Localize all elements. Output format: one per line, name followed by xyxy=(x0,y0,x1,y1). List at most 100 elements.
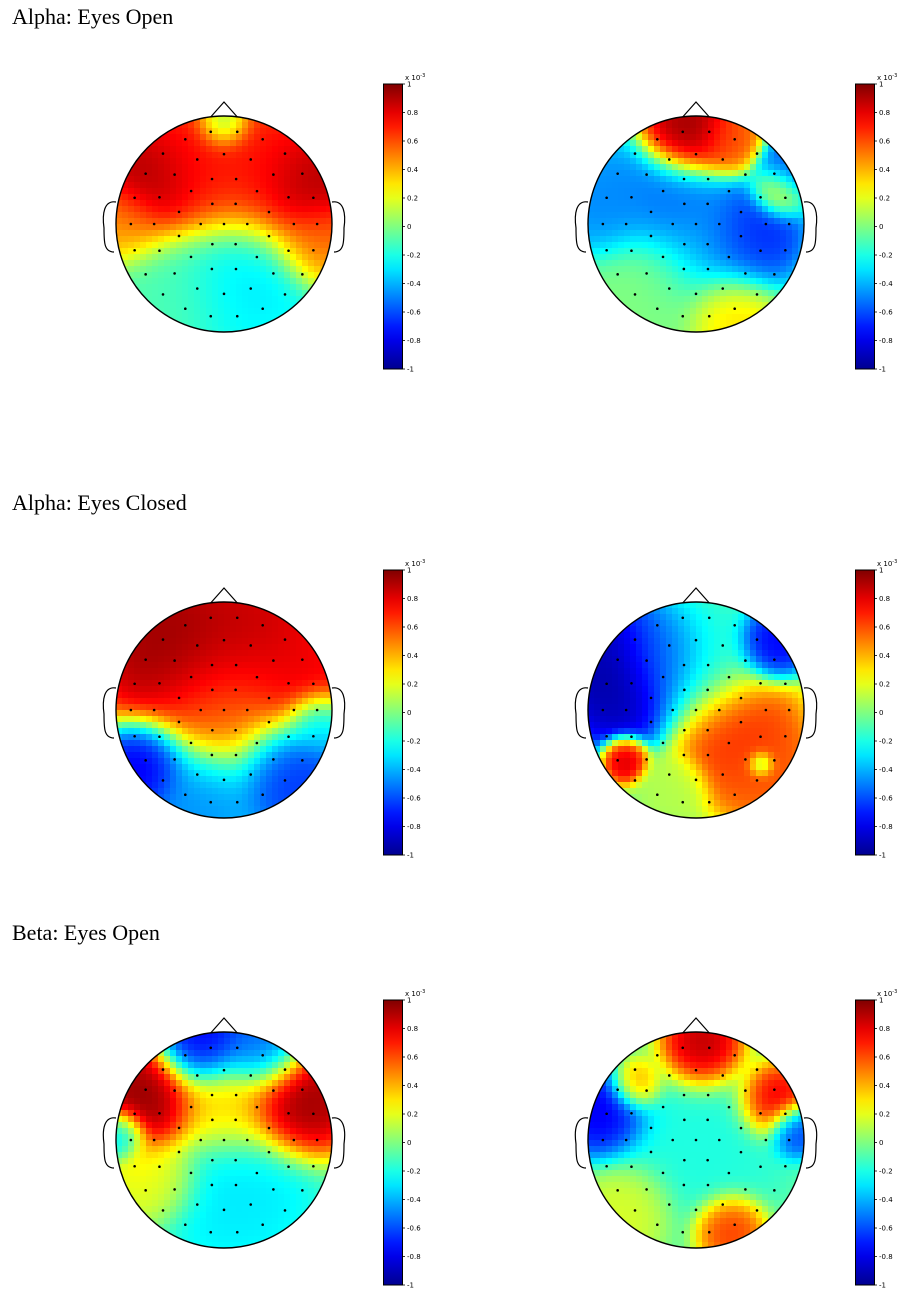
electrode-dot xyxy=(706,663,710,667)
colorbar-tick-label: -0.8 xyxy=(879,337,893,345)
electrode-dot xyxy=(706,202,709,206)
electrode-dot xyxy=(161,1068,165,1071)
electrode-dot xyxy=(234,1183,238,1187)
electrode-dot xyxy=(759,735,762,739)
electrode-dot xyxy=(312,196,315,200)
electrode-dot xyxy=(301,1088,304,1091)
electrode-dot xyxy=(267,1150,271,1154)
electrode-dot xyxy=(189,741,193,745)
colorbar-tick-label: 1 xyxy=(879,997,883,1005)
electrode-dot xyxy=(272,272,275,275)
colorbar-tick-label: -0.8 xyxy=(879,1253,893,1261)
colorbar-1-1: x 10-31 0.8 0.6 0.4 0.2 0 -0.2 -0.4 -0.6 -0.8 -1 xyxy=(855,559,897,860)
electrode-dot xyxy=(671,222,675,226)
electrode-dot xyxy=(144,658,147,661)
colorbar-tick-label: 0.8 xyxy=(879,109,890,117)
electrode-dot xyxy=(173,272,176,275)
electrode-dot xyxy=(255,1105,259,1109)
electrode-dot xyxy=(633,638,637,641)
colorbar-2-1: x 10-31 0.8 0.6 0.4 0.2 0 -0.2 -0.4 -0.6 -0.8 -1 xyxy=(855,989,897,1290)
electrode-dot xyxy=(739,210,743,214)
left-ear-shape xyxy=(102,1117,117,1169)
colorbar-tick-label: -0.8 xyxy=(879,823,893,831)
electrode-dot xyxy=(211,728,214,732)
electrode-dot xyxy=(739,1150,743,1154)
colorbar-tick-label: 0.2 xyxy=(879,195,890,203)
section-title-alpha-eyes-closed: Alpha: Eyes Closed xyxy=(12,490,187,515)
electrode-dot xyxy=(681,130,685,134)
colorbar-tick-label: 0 xyxy=(407,223,411,231)
colorbar-1-0: x 10-31 0.8 0.6 0.4 0.2 0 -0.2 -0.4 -0.6 -0.8 -1 xyxy=(383,559,425,860)
electrode-dot xyxy=(601,1138,605,1142)
electrode-dot xyxy=(744,272,747,275)
electrode-dot xyxy=(235,130,239,134)
section-title-beta-eyes-open: Beta: Eyes Open xyxy=(12,920,160,945)
electrode-dot xyxy=(129,222,133,226)
electrode-dot xyxy=(661,1171,665,1175)
electrode-dot xyxy=(764,1138,768,1142)
electrode-dot xyxy=(261,793,264,797)
electrode-dot xyxy=(649,1150,653,1154)
electrode-dot xyxy=(683,202,686,206)
electrode-dot xyxy=(784,248,787,252)
electrode-dot xyxy=(234,1118,237,1122)
electrode-dot xyxy=(656,793,659,797)
electrode-dot xyxy=(133,196,136,200)
electrode-dot xyxy=(733,1053,736,1057)
electrode-dot xyxy=(661,1105,665,1109)
electrode-dot xyxy=(683,728,686,732)
electrode-dot xyxy=(682,1093,686,1097)
electrode-dot xyxy=(189,1105,193,1109)
electrode-dot xyxy=(267,210,271,214)
electrode-dot xyxy=(605,1164,608,1168)
colorbar-tick-label: -0.2 xyxy=(879,1168,893,1176)
electrode-dot xyxy=(255,741,259,745)
electrode-dot xyxy=(144,1189,147,1192)
electrode-dot xyxy=(706,177,710,181)
right-ear-shape xyxy=(803,201,818,253)
electrode-dot xyxy=(195,1203,199,1206)
electrode-dot xyxy=(661,255,665,259)
nose-shape xyxy=(679,1017,713,1037)
electrode-dot xyxy=(301,759,304,762)
electrode-dot xyxy=(161,1209,165,1212)
electrode-dot xyxy=(177,720,181,724)
electrode-dot xyxy=(649,696,653,700)
topomap-2-0 xyxy=(102,1017,346,1249)
electrode-dot xyxy=(209,314,213,318)
electrode-dot xyxy=(744,1188,747,1191)
electrode-dot xyxy=(177,1150,181,1154)
electrode-dot xyxy=(605,734,608,738)
head-outline xyxy=(115,115,333,333)
electrode-dot xyxy=(727,1105,731,1109)
nose-shape xyxy=(207,587,241,607)
colorbar-tick-label: 0.2 xyxy=(879,681,890,689)
nose-shape xyxy=(207,101,241,121)
electrode-dot xyxy=(161,638,165,641)
colorbar-tick-label: 0.6 xyxy=(407,138,419,146)
electrode-dot xyxy=(656,1223,659,1227)
electrode-dot xyxy=(759,1165,762,1169)
electrode-dot xyxy=(681,616,685,620)
electrode-dot xyxy=(245,708,249,712)
electrode-dot xyxy=(283,638,287,641)
topomap-1-1 xyxy=(574,587,818,819)
colorbar-tick-label: 0 xyxy=(407,1139,411,1147)
topomap-0-0 xyxy=(102,101,346,333)
electrode-dot xyxy=(249,773,253,776)
electrode-dot xyxy=(283,779,287,782)
head-outline xyxy=(587,1031,805,1249)
topomap-2-1 xyxy=(574,1017,818,1249)
colorbar-tick-label: 0.6 xyxy=(407,1054,419,1062)
electrode-dot xyxy=(152,708,156,712)
electrode-dot xyxy=(633,779,637,782)
electrode-dot xyxy=(601,222,605,226)
electrode-dot xyxy=(249,1203,253,1206)
electrode-dot xyxy=(694,1208,698,1212)
colorbar-tick-label: 0.8 xyxy=(407,1025,418,1033)
colorbar-exponent-label: x 10-3 xyxy=(877,989,897,998)
colorbar-tick-label: -0.2 xyxy=(879,738,893,746)
electrode-dot xyxy=(683,688,686,692)
electrode-dot xyxy=(727,675,731,679)
electrode-dot xyxy=(261,137,264,141)
